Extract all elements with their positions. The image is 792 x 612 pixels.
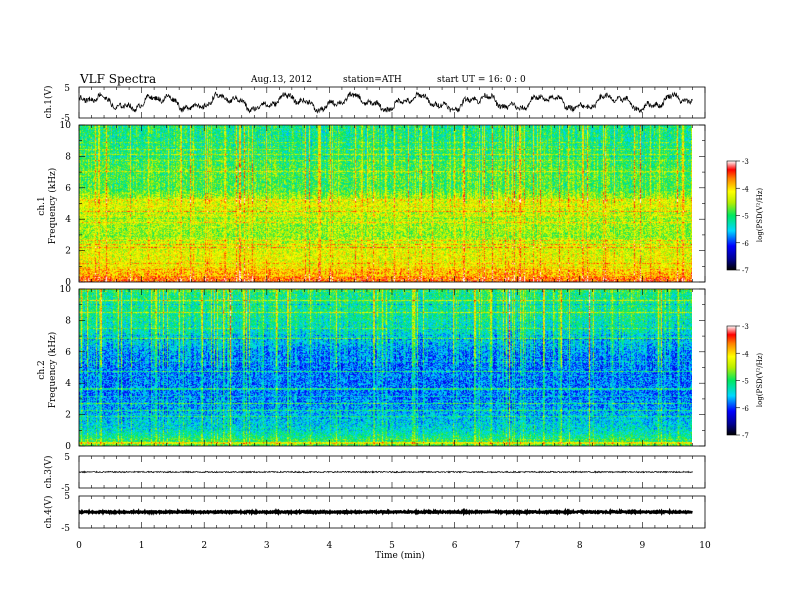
time-tick-label: 10: [699, 541, 711, 551]
ch2-colorbar-ticks: -3 -4 -5 -6 -7: [736, 323, 749, 440]
time-tick-label: 5: [389, 541, 395, 551]
ch1-colorbar: [726, 160, 737, 271]
ch1-waveform-panel: ch.1(V) 5 -5: [43, 84, 706, 124]
time-tick-label: 6: [452, 541, 458, 551]
colorbar-tick-label: -5: [742, 378, 749, 386]
ch1-xticks: [78, 87, 706, 118]
ch1-spectrogram-yticks: 0 2 4 6 8 10: [60, 121, 705, 288]
ch2-colorbar: [726, 325, 737, 436]
waveform-line: [78, 470, 693, 474]
ch4-ytick-top: 5: [64, 492, 70, 502]
frequency-tick-label: 6: [65, 348, 71, 358]
start-time-label: start UT = 16: 0 : 0: [437, 75, 526, 85]
waveform-line: [78, 91, 693, 114]
ch1-waveform-trace: [78, 91, 693, 114]
time-tick-label: 3: [264, 541, 270, 551]
ch3-waveform-panel: ch.3(V) 5 -5: [43, 453, 706, 494]
ch2-colorbar-label: log(PSD(V²/Hz): [756, 353, 764, 408]
colorbar-tick-label: -6: [742, 240, 749, 248]
frequency-tick-label: 4: [65, 379, 71, 389]
ch2-channel-label: ch.2: [37, 360, 47, 379]
frequency-tick-label: 8: [65, 316, 71, 326]
ch3-ytick-top: 5: [64, 453, 70, 463]
time-tick-label: 0: [76, 541, 82, 551]
ch4-ytick-bottom: -5: [61, 524, 70, 534]
ch2-spectrogram-image: [79, 289, 692, 446]
ch1-waveform-ylabel: ch.1(V): [43, 86, 54, 119]
date-label: Aug.13, 2012: [250, 75, 312, 85]
colorbar-tick-label: -3: [742, 158, 749, 166]
ch1-spectrogram-xticks: [78, 125, 706, 282]
colorbar-tick-label: -7: [742, 267, 749, 275]
colorbar-tick-label: -6: [742, 405, 749, 413]
ch1-frequency-label: Frequency (kHz): [47, 168, 58, 245]
time-tick-label: 4: [327, 541, 333, 551]
ch3-ytick-bottom: -5: [61, 484, 70, 494]
ch1-colorbar-label: log(PSD(V²/Hz): [756, 188, 764, 243]
frequency-tick-label: 0: [65, 442, 71, 452]
frequency-tick-label: 10: [60, 285, 72, 295]
colorbar-tick-label: -4: [742, 350, 749, 358]
frequency-tick-label: 4: [65, 215, 71, 225]
ch1-ytick-top: 5: [64, 84, 70, 94]
ch2-frequency-label: Frequency (kHz): [47, 332, 58, 409]
ch3-xticks: [78, 456, 706, 488]
colorbar-tick-label: -3: [742, 323, 749, 331]
frequency-tick-label: 8: [65, 152, 71, 162]
time-tick-label: 7: [514, 541, 520, 551]
frequency-tick-label: 2: [65, 411, 71, 421]
ch4-waveform-ylabel: ch.4(V): [43, 496, 54, 529]
ch1-ytick-bottom: -5: [61, 114, 70, 124]
figure-title: VLF Spectra: [79, 72, 156, 86]
time-tick-label: 9: [640, 541, 646, 551]
ch2-spectrogram-yticks: 0 2 4 6 8 10: [60, 285, 705, 452]
time-axis-ticklabels: 0 1 2 3 4 5 6 7 8 9 10: [76, 541, 711, 551]
colorbar-tick-label: -7: [742, 432, 749, 440]
ch4-xticks: [78, 496, 706, 528]
time-tick-label: 1: [139, 541, 145, 551]
ch1-spectrogram-image: [79, 125, 692, 282]
ch4-waveform-panel: ch.4(V) 5 -5 0 1 2 3 4 5 6 7 8 9 10 Time (min): [43, 492, 711, 561]
frequency-tick-label: 2: [65, 247, 71, 257]
ch2-spectrogram-xticks: [78, 289, 706, 446]
ch3-waveform-trace: [78, 470, 693, 474]
time-tick-label: 8: [577, 541, 583, 551]
ch3-waveform-ylabel: ch.3(V): [43, 456, 54, 489]
colorbar-tick-label: -5: [742, 213, 749, 221]
frequency-tick-label: 10: [60, 121, 72, 131]
ch1-channel-label: ch.1: [37, 196, 47, 215]
ch1-colorbar-ticks: -3 -4 -5 -6 -7: [736, 158, 749, 275]
waveform-line: [78, 507, 693, 517]
time-tick-label: 2: [201, 541, 207, 551]
frequency-tick-label: 0: [65, 278, 71, 288]
station-label: station=ATH: [343, 75, 402, 85]
colorbar-tick-label: -4: [742, 185, 749, 193]
time-axis-label: Time (min): [375, 550, 425, 561]
frequency-tick-label: 6: [65, 184, 71, 194]
ch4-waveform-trace: [78, 507, 693, 517]
